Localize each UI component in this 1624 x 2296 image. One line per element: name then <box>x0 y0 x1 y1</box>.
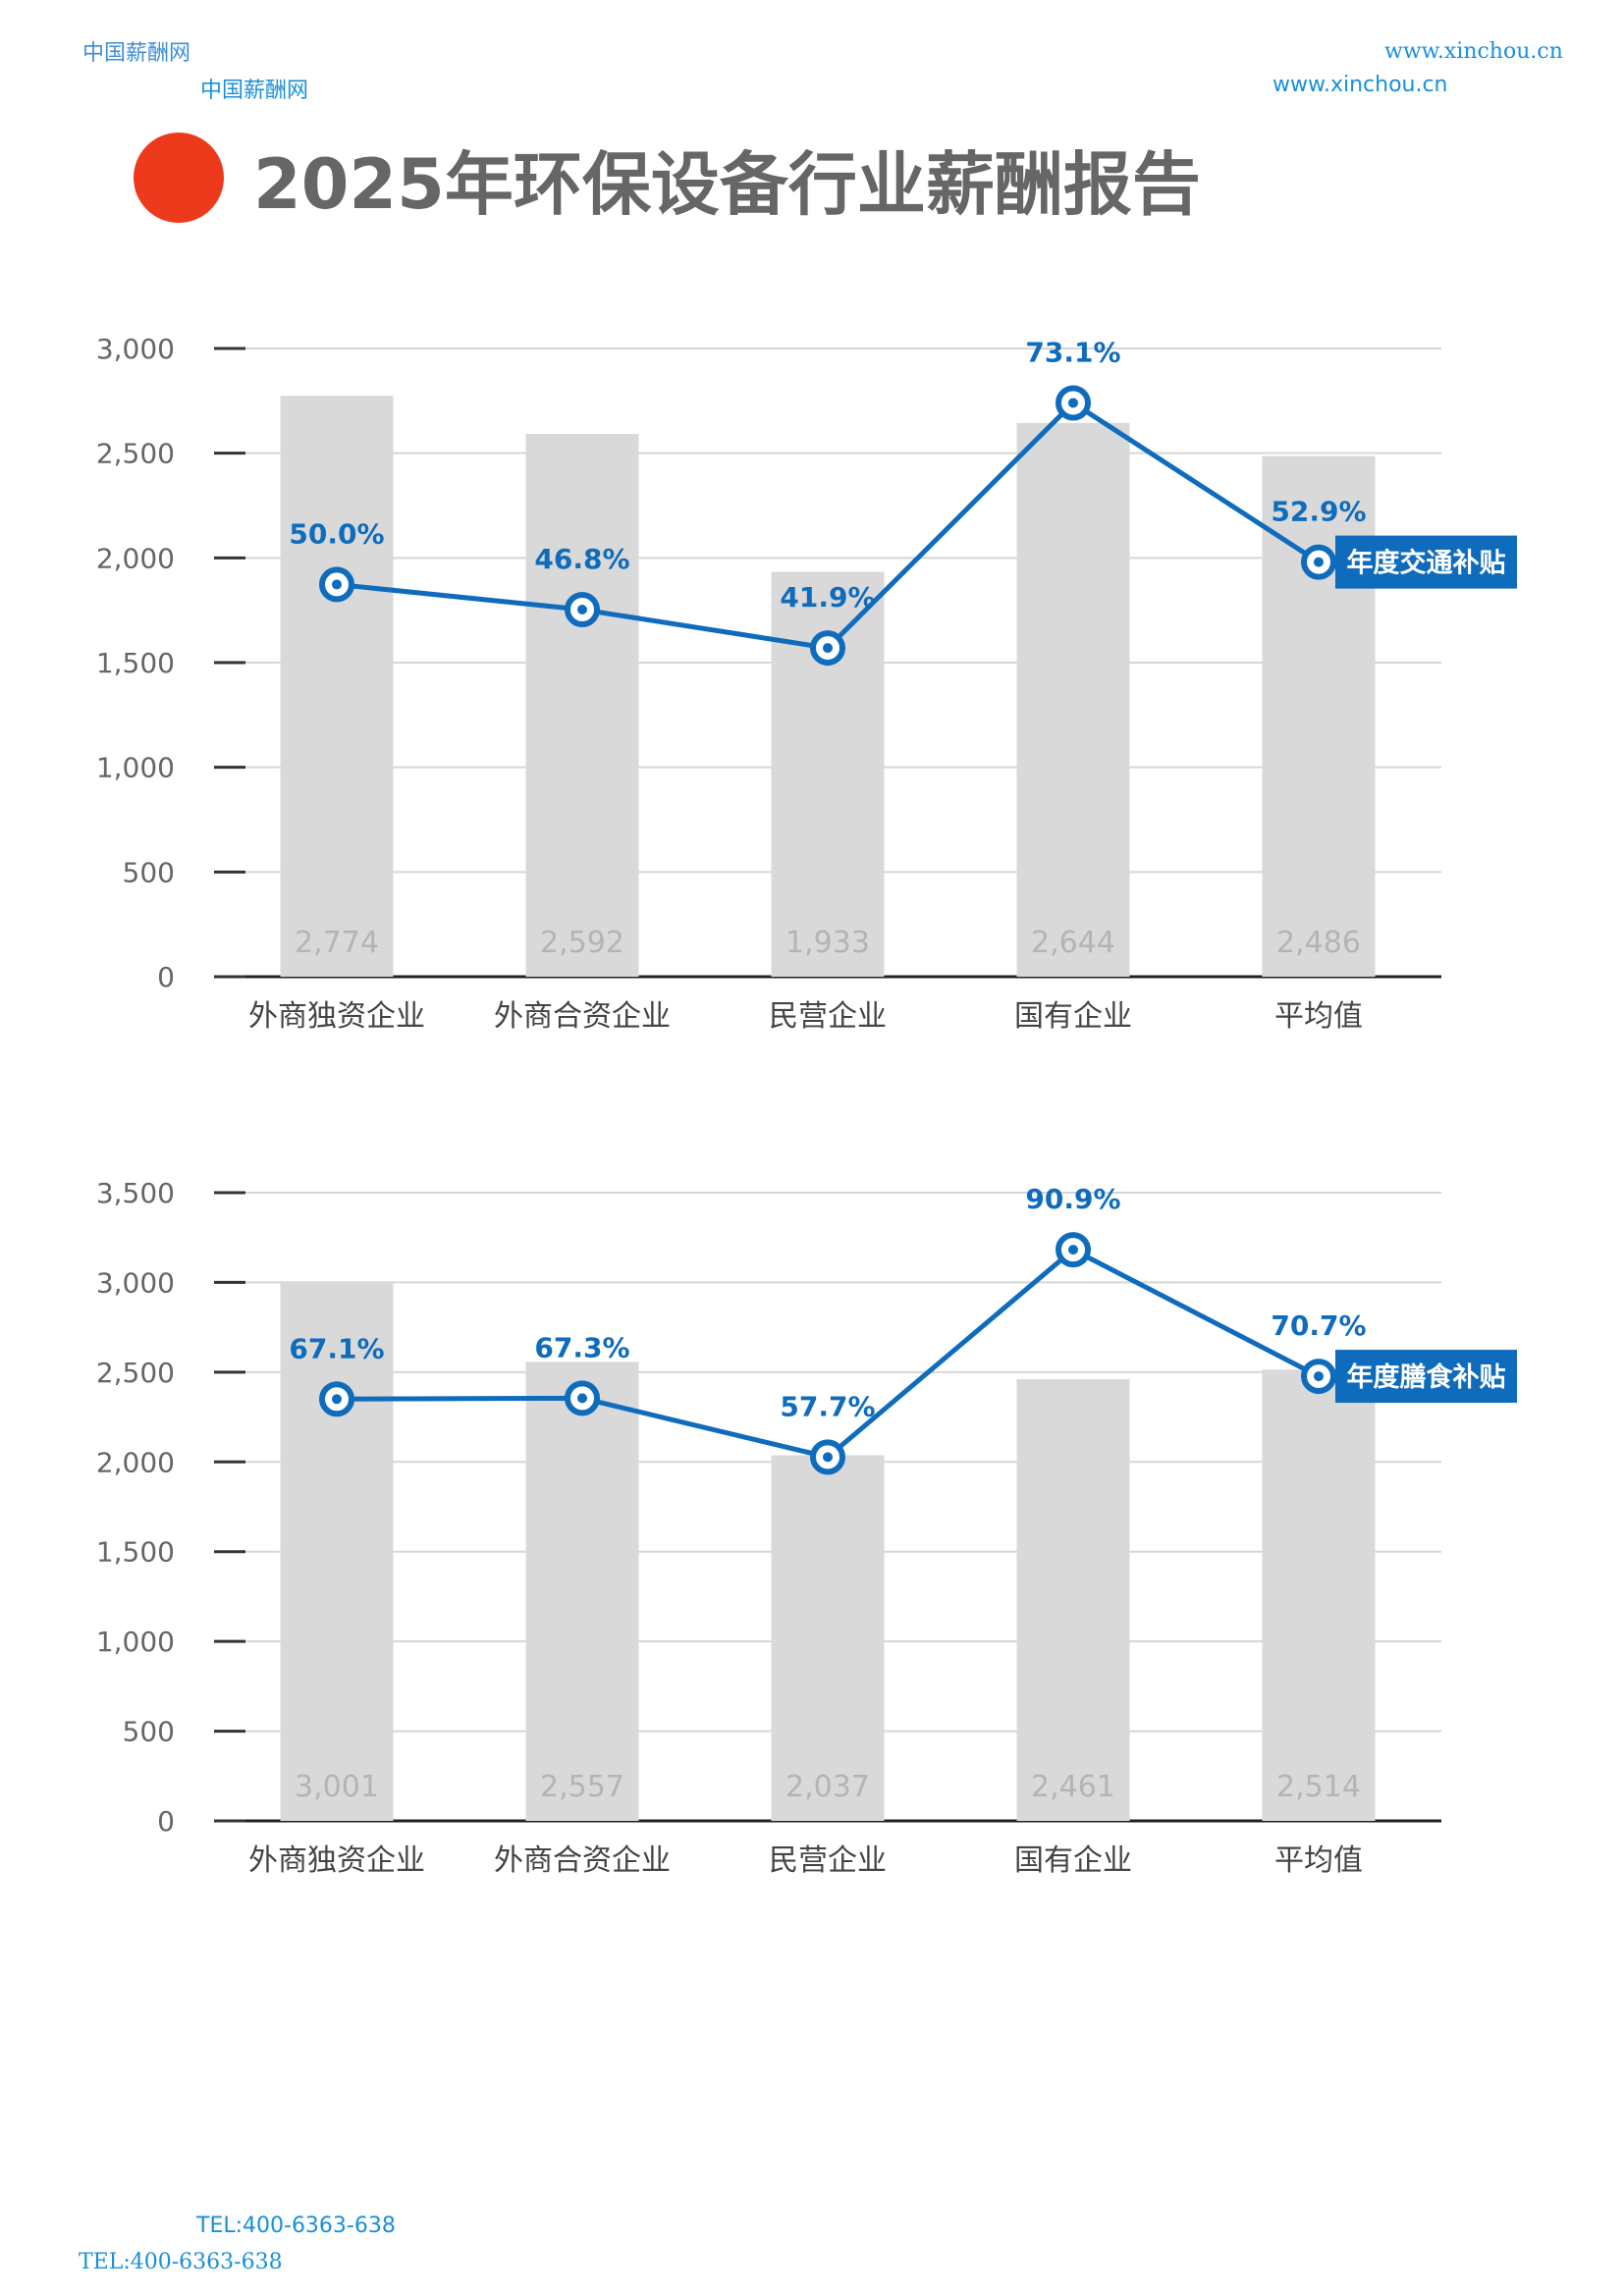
chart-1-bar-value-label: 2,514 <box>1276 1770 1361 1804</box>
chart-1-line-point-center <box>577 1393 587 1404</box>
chart-1-line-point-center <box>332 1394 342 1405</box>
chart-0-line-value-label: 52.9% <box>1271 496 1366 528</box>
chart-1-line-value-label: 67.3% <box>534 1331 629 1363</box>
chart-0-y-tick-label: 3,000 <box>96 333 175 365</box>
site-url-top-right: www.xinchou.cn <box>1384 39 1563 64</box>
chart-0-line-point-center <box>1314 557 1324 567</box>
chart-0-line-value-label: 50.0% <box>289 517 384 550</box>
chart-1-line-point-center <box>1314 1371 1324 1382</box>
chart-1-bar <box>525 1362 639 1821</box>
chart-1-bar-value-label: 3,001 <box>295 1770 379 1804</box>
chart-0-y-tick-label: 2,500 <box>96 438 175 470</box>
meal-allowance-chart: 0 500 1,000 1,500 2,000 2,500 3,000 3,500 3,001 2… <box>96 1177 1517 1878</box>
chart-0-series-name-tag <box>1335 535 1517 589</box>
chart-1-bar <box>1016 1378 1130 1821</box>
chart-1-y-tick-label: 2,500 <box>96 1357 175 1389</box>
chart-1-line-point-center <box>1068 1245 1078 1255</box>
chart-0-line-point-center <box>823 643 833 654</box>
chart-1-y-tick-label: 1,000 <box>96 1626 175 1658</box>
chart-1-category-label: 民营企业 <box>769 1843 887 1878</box>
chart-0-category-label: 民营企业 <box>769 999 887 1034</box>
chart-1-bar <box>280 1282 394 1821</box>
chart-1-category-label: 外商合资企业 <box>494 1843 671 1878</box>
chart-0-bar-value-label: 2,592 <box>540 926 624 960</box>
chart-1-line-value-label: 57.7% <box>780 1390 875 1422</box>
chart-1-y-tick-label: 3,500 <box>96 1177 175 1209</box>
footer-tel-secondary: TEL:400-6363-638 <box>79 2250 283 2274</box>
chart-0-category-label: 平均值 <box>1274 999 1363 1034</box>
chart-0-category-label: 外商独资企业 <box>248 999 425 1034</box>
chart-0-y-tick-label: 1,500 <box>96 647 175 679</box>
chart-0-bar <box>280 396 394 977</box>
chart-0-y-tick-label: 500 <box>123 856 175 888</box>
page-title: 2025年环保设备行业薪酬报告 <box>253 144 1201 225</box>
chart-1-bar <box>1262 1369 1376 1821</box>
chart-0-category-label: 国有企业 <box>1014 999 1132 1034</box>
chart-1-category-label: 平均值 <box>1274 1843 1363 1878</box>
chart-1-series-name-tag <box>1335 1350 1517 1404</box>
chart-0-y-tick-label: 1,000 <box>96 752 175 784</box>
chart-0-bar <box>525 434 639 977</box>
chart-0-line-point-center <box>1068 398 1078 408</box>
chart-1-line-point-center <box>823 1452 833 1463</box>
chart-1-bar <box>771 1455 885 1821</box>
chart-0-y-tick-label: 2,000 <box>96 542 175 574</box>
chart-0-bar-value-label: 2,644 <box>1031 926 1115 960</box>
chart-0-bar-value-label: 2,486 <box>1276 926 1361 960</box>
transport-allowance-chart: 0 500 1,000 1,500 2,000 2,500 3,000 2,774 2,592 1… <box>96 333 1517 1034</box>
chart-0-line-value-label: 46.8% <box>534 543 629 575</box>
chart-1-y-tick-label: 0 <box>157 1805 175 1838</box>
chart-0-line-value-label: 41.9% <box>780 581 875 614</box>
chart-1-series-line <box>336 1247 1321 1461</box>
chart-1-line-value-label: 90.9% <box>1025 1183 1120 1215</box>
site-name-secondary: 中国薪酬网 <box>200 79 309 103</box>
chart-1-y-tick-label: 3,000 <box>96 1266 175 1299</box>
chart-1-line-value-label: 67.1% <box>289 1332 384 1364</box>
chart-0-bar-value-label: 2,774 <box>295 926 379 960</box>
chart-1-y-tick-label: 1,500 <box>96 1536 175 1569</box>
site-url-secondary: www.xinchou.cn <box>1272 73 1448 97</box>
chart-1-bar-value-label: 2,037 <box>785 1770 870 1804</box>
chart-1-y-tick-label: 2,000 <box>96 1446 175 1478</box>
chart-0-line-point-center <box>577 605 587 615</box>
chart-0-y-tick-label: 0 <box>157 961 175 993</box>
chart-0-series-name-label: 年度交通补贴 <box>1347 548 1506 579</box>
chart-1-category-label: 外商独资企业 <box>248 1843 425 1878</box>
chart-1-category-label: 国有企业 <box>1014 1843 1132 1878</box>
chart-1-series-name-label: 年度膳食补贴 <box>1347 1362 1506 1393</box>
chart-1-bar-value-label: 2,461 <box>1031 1770 1115 1804</box>
footer-tel-primary: TEL:400-6363-638 <box>196 2214 396 2238</box>
chart-1-line-value-label: 70.7% <box>1271 1309 1366 1342</box>
chart-1-y-tick-label: 500 <box>123 1716 175 1748</box>
site-name-top-left: 中国薪酬网 <box>82 41 191 66</box>
chart-0-category-label: 外商合资企业 <box>494 999 671 1034</box>
chart-0-line-value-label: 73.1% <box>1025 336 1120 368</box>
chart-0-line-point-center <box>332 579 342 590</box>
chart-0-bar-value-label: 1,933 <box>785 926 870 960</box>
chart-1-bar-value-label: 2,557 <box>540 1770 624 1804</box>
chart-0-bar <box>1016 422 1130 977</box>
title-bullet <box>134 133 224 223</box>
